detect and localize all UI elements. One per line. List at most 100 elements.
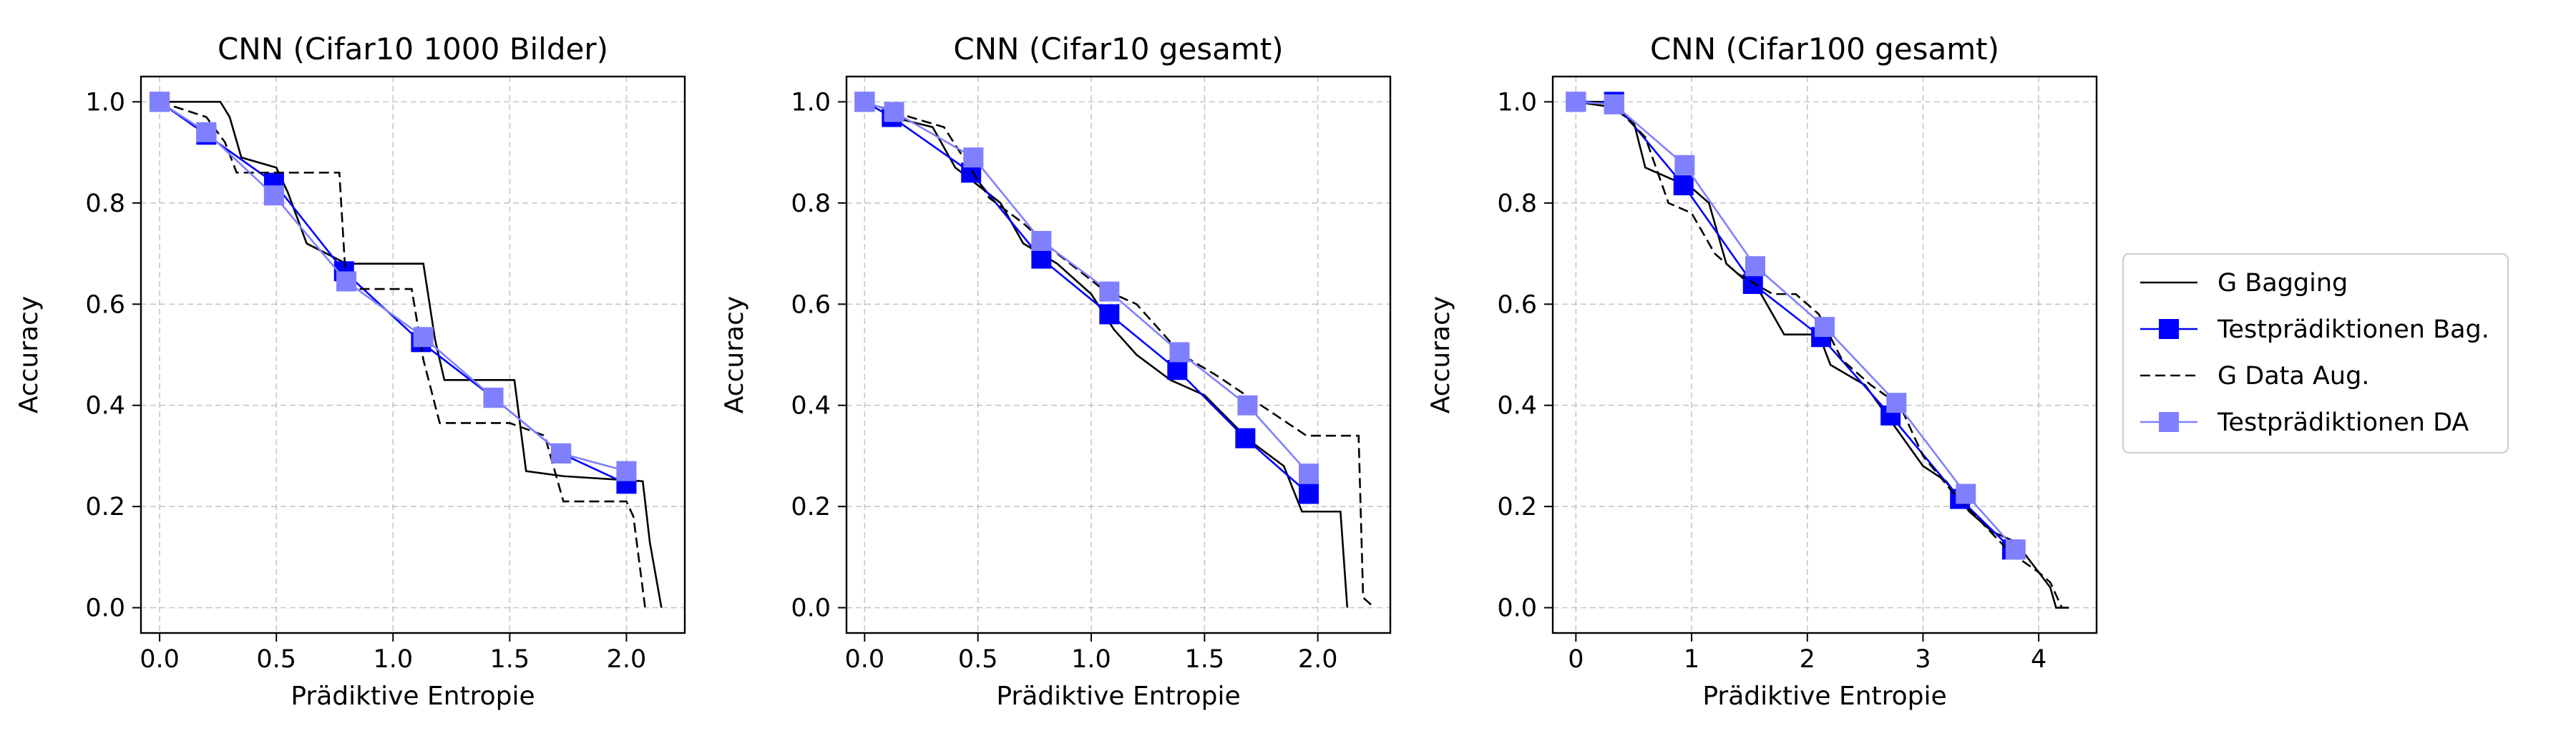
series-marker <box>413 327 434 348</box>
axes-frame <box>140 75 686 634</box>
series-line-1 <box>160 101 663 608</box>
legend-label-2: Testprädiktionen Bag. <box>2217 315 2489 344</box>
chart-panel-1: 0.0 0.5 1.0 1.5 2.0 0.0 0.2 0.4 0.6 0.8 1.0 CNN (Ci… <box>14 31 686 711</box>
series-line-4 <box>159 101 627 472</box>
y-tick-label: 0.2 <box>791 493 831 521</box>
series-marker <box>1167 360 1188 381</box>
series-marker <box>1566 92 1586 112</box>
y-tick-label: 0.6 <box>1497 290 1537 319</box>
series-line-4 <box>864 101 1309 475</box>
series-marker <box>1099 304 1120 325</box>
series-line-2 <box>864 101 1309 495</box>
y-axis-label: Accuracy <box>14 296 44 413</box>
series-marker <box>1299 463 1319 484</box>
series-marker <box>616 461 637 481</box>
x-tick-label: 1.0 <box>373 645 413 674</box>
series-marker <box>1674 154 1695 175</box>
y-tick-label: 0.2 <box>1497 493 1537 521</box>
series-line-4 <box>1576 101 2016 551</box>
series-marker <box>196 122 217 142</box>
series-group <box>1566 92 2074 609</box>
x-tick-label: 1 <box>1684 645 1699 674</box>
series-line-1 <box>864 101 1349 608</box>
x-tick-label: 0.0 <box>844 645 884 674</box>
series-marker <box>263 185 284 206</box>
series-marker <box>336 271 357 292</box>
y-tick-label: 0.0 <box>1497 594 1537 623</box>
series-line-3 <box>159 101 646 608</box>
series-marker <box>483 388 504 408</box>
series-line-3 <box>1576 101 2074 609</box>
x-tick-label: 4 <box>2031 645 2046 674</box>
series-marker <box>1604 94 1624 114</box>
x-tick-label: 0.0 <box>140 645 180 674</box>
series-marker <box>1745 256 1765 277</box>
series-marker <box>1742 273 1763 294</box>
legend: G Bagging Testprädiktionen Bag. G Data Aug… <box>2122 253 2509 453</box>
chart-title: CNN (Cifar10 1000 Bilder) <box>218 31 608 67</box>
y-tick-label: 0.0 <box>791 594 831 623</box>
legend-label-1: G Bagging <box>2218 269 2348 298</box>
chart-title: CNN (Cifar100 gesamt) <box>1650 31 1999 67</box>
series-marker <box>1031 230 1052 251</box>
series-marker <box>963 147 984 168</box>
x-tick-label: 2.0 <box>1298 645 1338 674</box>
series-marker <box>551 443 572 463</box>
x-tick-label: 0.5 <box>256 645 296 674</box>
x-axis-label: Prädiktive Entropie <box>996 682 1240 711</box>
series-marker <box>1815 317 1835 338</box>
y-tick-label: 0.8 <box>1497 190 1537 218</box>
legend-marker-4 <box>2159 412 2179 432</box>
series-marker <box>1299 484 1319 504</box>
x-tick-label: 0.5 <box>958 645 998 674</box>
series-marker <box>1169 342 1190 363</box>
series-marker <box>1235 428 1256 448</box>
x-tick-label: 0 <box>1568 645 1584 674</box>
series-marker <box>2005 539 2026 560</box>
chart-title: CNN (Cifar10 gesamt) <box>953 31 1283 67</box>
legend-marker-2 <box>2159 319 2179 339</box>
series-marker <box>1673 175 1694 196</box>
y-tick-label: 0.4 <box>85 392 125 421</box>
y-tick-label: 0.4 <box>1497 392 1537 421</box>
y-tick-label: 1.0 <box>85 88 125 117</box>
series-marker <box>150 92 170 112</box>
series-group <box>150 92 663 608</box>
series-line-2 <box>1576 101 2013 551</box>
y-axis-label: Accuracy <box>1426 296 1455 413</box>
x-tick-label: 1.5 <box>490 645 530 674</box>
chart-panel-3: 0 1 2 3 4 0.0 0.2 0.4 0.6 0.8 1.0 CNN (Cifar100 ges… <box>1426 31 2098 711</box>
x-tick-label: 1.5 <box>1184 645 1224 674</box>
y-axis-label: Accuracy <box>720 296 749 413</box>
legend-label-3: G Data Aug. <box>2218 362 2369 391</box>
y-tick-label: 0.2 <box>85 493 125 521</box>
series-marker <box>1237 395 1258 416</box>
y-tick-label: 1.0 <box>1497 88 1537 117</box>
y-tick-label: 0.4 <box>791 392 831 421</box>
y-tick-label: 1.0 <box>791 88 831 117</box>
y-tick-label: 0.6 <box>85 290 125 319</box>
axes-frame <box>845 75 1392 634</box>
series-marker <box>1886 393 1907 413</box>
series-group <box>854 92 1375 609</box>
y-tick-label: 0.0 <box>85 594 125 623</box>
series-line-3 <box>864 101 1375 609</box>
series-marker <box>1099 281 1120 302</box>
series-marker <box>854 92 875 112</box>
series-marker <box>884 102 904 122</box>
x-axis-label: Prädiktive Entropie <box>291 682 535 711</box>
series-marker <box>1956 484 1976 504</box>
legend-frame <box>2122 253 2509 453</box>
y-tick-label: 0.8 <box>85 190 125 218</box>
x-tick-label: 3 <box>1915 645 1931 674</box>
axes-frame <box>1551 75 2098 634</box>
x-tick-label: 1.0 <box>1071 645 1111 674</box>
y-tick-label: 0.8 <box>791 190 831 218</box>
y-tick-label: 0.6 <box>791 290 831 319</box>
legend-label-4: Testprädiktionen DA <box>2217 408 2469 437</box>
series-marker <box>1031 248 1052 269</box>
x-tick-label: 2 <box>1800 645 1815 674</box>
x-axis-label: Prädiktive Entropie <box>1702 682 1946 711</box>
x-tick-label: 2.0 <box>607 645 647 674</box>
